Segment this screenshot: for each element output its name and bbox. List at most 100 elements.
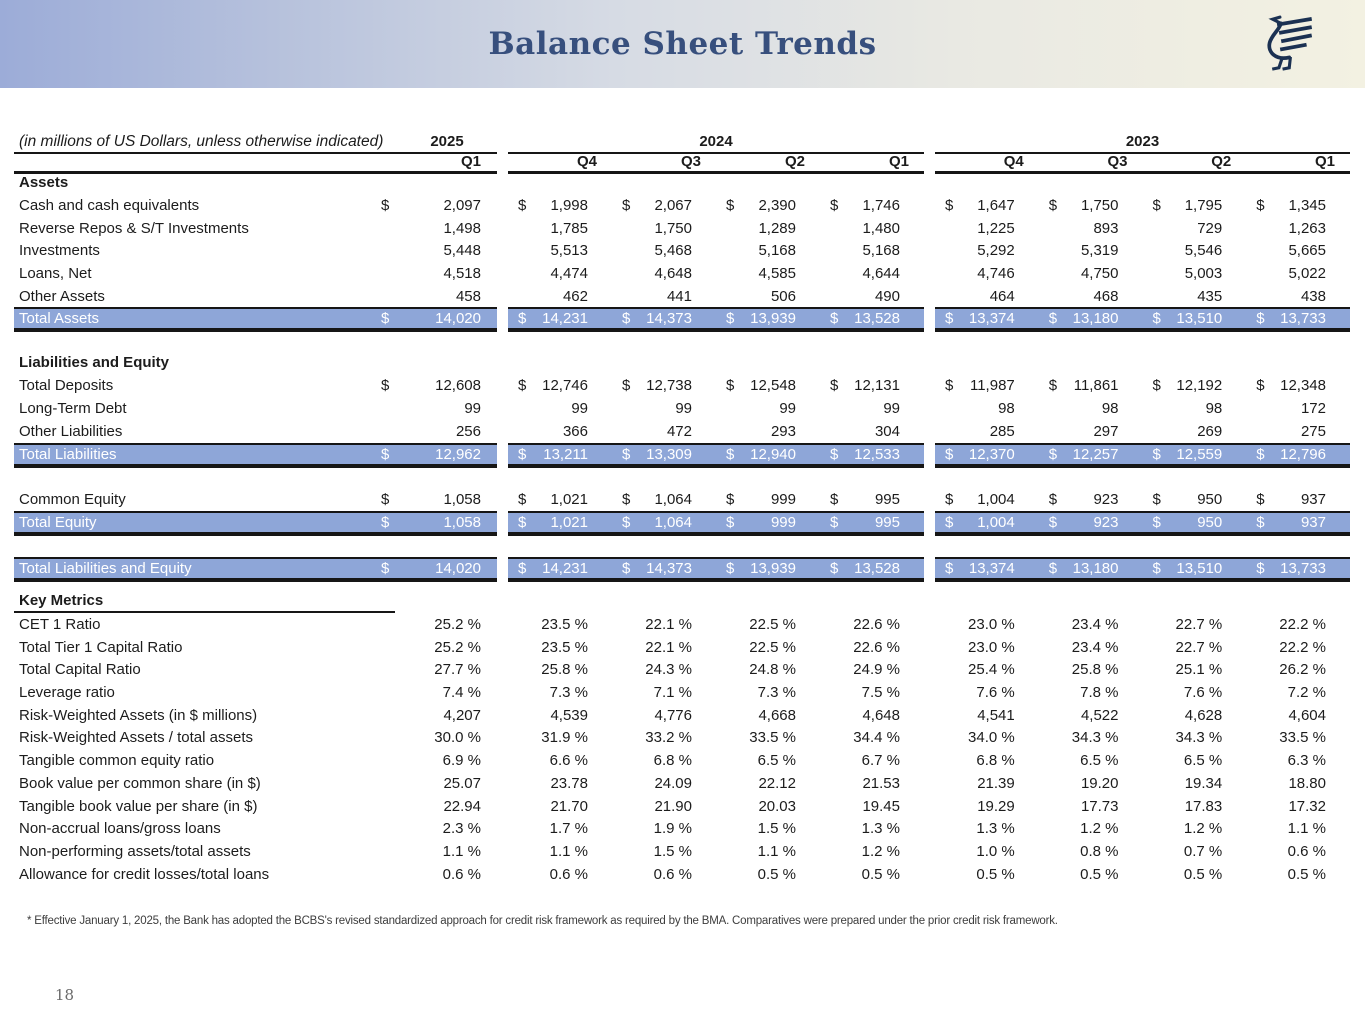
- block-gap: [497, 217, 508, 240]
- row-label: Common Equity: [19, 491, 126, 509]
- block-gap: [924, 194, 935, 217]
- value-cell: 98: [1143, 400, 1247, 417]
- balance-sheet-table: (in millions of US Dollars, unless other…: [14, 131, 1350, 885]
- column-block-2023: 1.0 % 0.8 % 0.7 % 0.6 %: [935, 840, 1350, 863]
- currency-symbol: $: [518, 196, 527, 214]
- value: 99: [883, 399, 900, 417]
- table-header-years: (in millions of US Dollars, unless other…: [14, 131, 1350, 152]
- value-cell: 24.09: [612, 775, 716, 792]
- currency-symbol: $: [726, 560, 735, 578]
- currency-symbol: $: [518, 310, 527, 328]
- currency-symbol: $: [726, 491, 735, 509]
- column-block-2023: Q4 Q3 Q2 Q1: [935, 152, 1350, 171]
- row-label: Book value per common share (in $): [19, 774, 261, 792]
- value-cell: 5,022: [1246, 265, 1350, 282]
- value-cell: 438: [1246, 288, 1350, 305]
- value: 22.5 %: [749, 638, 796, 656]
- total-value: 13,939: [750, 560, 796, 578]
- value-cell: 21.39: [935, 775, 1039, 792]
- quarter-header: Q3: [1107, 153, 1128, 170]
- value: 1,795: [1184, 196, 1223, 214]
- currency-symbol: $: [1152, 377, 1161, 395]
- block-gap: [924, 420, 935, 443]
- currency-symbol: $: [518, 445, 527, 463]
- row-label: Total Equity: [19, 514, 97, 532]
- value-cell: 19.45: [820, 798, 924, 815]
- value: 275: [1300, 422, 1326, 440]
- total-value: 12,370: [968, 445, 1015, 463]
- value: 4,648: [654, 264, 692, 282]
- column-block-2025: (in millions of US Dollars, unless other…: [14, 131, 497, 152]
- value-cell: $1,750: [1039, 197, 1143, 214]
- value: 4,648: [862, 706, 900, 724]
- value: 4,668: [758, 706, 796, 724]
- block-gap: [497, 772, 508, 795]
- value: 1.2 %: [861, 842, 900, 860]
- value: 19.20: [1080, 774, 1119, 792]
- currency-symbol: $: [1152, 560, 1161, 578]
- currency-symbol: $: [518, 560, 527, 578]
- value: 21.53: [862, 774, 900, 792]
- column-block-2024: 7.3 % 7.1 % 7.3 % 7.5 %: [508, 681, 924, 704]
- value: 7.3 %: [549, 684, 588, 702]
- column-block-2024: [508, 152, 924, 154]
- block-gap: [497, 285, 508, 308]
- value-cell: 99: [508, 400, 612, 417]
- block-gap: [924, 817, 935, 840]
- row-label: Non-accrual loans/gross loans: [19, 820, 221, 838]
- block-gap: [924, 171, 935, 194]
- column-block-2025: Risk-Weighted Assets / total assets 30.0 …: [14, 727, 497, 750]
- quarter-header: Q4: [576, 153, 597, 170]
- value: 937: [1300, 491, 1326, 509]
- value: 285: [989, 422, 1015, 440]
- value-cell: $11,987: [935, 377, 1039, 394]
- block-gap: [497, 749, 508, 772]
- row-label: Tangible book value per share (in $): [19, 797, 258, 815]
- currency-symbol: $: [945, 560, 954, 578]
- block-gap: [497, 659, 508, 682]
- value-cell: 6.5 %: [1039, 752, 1143, 769]
- value-cell: $13,528: [820, 310, 924, 327]
- value: 1,647: [977, 196, 1015, 214]
- table-row: Other Assets 458 462 441 506 490 464 468 435 438: [14, 285, 1350, 308]
- currency-symbol: $: [830, 310, 839, 328]
- column-block-2023: 285 297 269 275: [935, 420, 1350, 443]
- block-gap: [497, 420, 508, 443]
- block-gap: [924, 217, 935, 240]
- value: 293: [770, 422, 796, 440]
- row-label: Total Assets: [19, 310, 100, 328]
- value: 4,207: [443, 706, 481, 724]
- currency-symbol: $: [381, 560, 390, 578]
- currency-symbol: $: [1256, 514, 1265, 532]
- column-block-2025: Key Metrics: [14, 590, 497, 614]
- block-gap: [924, 590, 935, 613]
- value-cell: 275: [1246, 423, 1350, 440]
- value: 4,750: [1080, 264, 1119, 282]
- value-cell: 1.2 %: [820, 843, 924, 860]
- value: 1,746: [862, 196, 900, 214]
- value: 4,518: [443, 264, 481, 282]
- value-cell: 468: [1039, 288, 1143, 305]
- total-value: 13,180: [1072, 560, 1119, 578]
- value: 1,480: [862, 219, 900, 237]
- value: 7.3 %: [757, 684, 796, 702]
- total-value: 13,510: [1176, 560, 1223, 578]
- column-block-2023: 1.3 % 1.2 % 1.2 % 1.1 %: [935, 817, 1350, 840]
- value-cell: $12,370: [935, 446, 1039, 463]
- block-gap: [924, 749, 935, 772]
- value: 4,746: [977, 264, 1015, 282]
- column-block-2023: 1,225 893 729 1,263: [935, 217, 1350, 240]
- currency-symbol: $: [1152, 445, 1161, 463]
- value-cell: $14,231: [508, 310, 612, 327]
- column-block-2024: 1.1 % 1.5 % 1.1 % 1.2 %: [508, 840, 924, 863]
- value: 23.4 %: [1071, 616, 1119, 634]
- value-cell: $12,796: [1246, 446, 1350, 463]
- column-block-2023: 19.29 17.73 17.83 17.32: [935, 795, 1350, 818]
- value-cell: 285: [935, 423, 1039, 440]
- value: 490: [874, 287, 900, 305]
- value: 23.4 %: [1071, 638, 1119, 656]
- currency-symbol: $: [622, 310, 631, 328]
- value-cell: 1.5 %: [716, 820, 820, 837]
- block-gap: [497, 613, 508, 636]
- block-gap: [497, 131, 508, 152]
